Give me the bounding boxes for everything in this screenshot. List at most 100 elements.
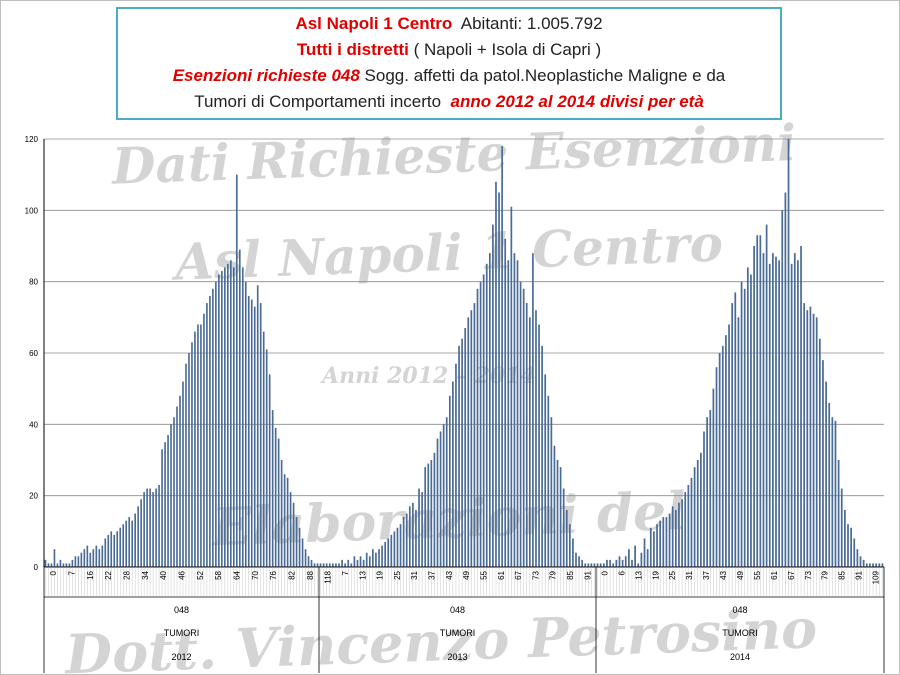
x-tick-label: 67 — [514, 570, 523, 579]
bar — [834, 420, 837, 567]
x-tick-label: 31 — [410, 570, 419, 579]
bar — [452, 381, 454, 567]
bar — [731, 303, 734, 567]
x-tick-label: 55 — [480, 570, 489, 579]
bar — [173, 417, 175, 567]
y-tick-label: 100 — [25, 206, 39, 215]
bar — [418, 488, 420, 567]
bar — [859, 556, 862, 567]
title-tumori: Tumori di Comportamenti incerto — [194, 92, 442, 111]
bar — [756, 235, 759, 568]
bar — [415, 509, 417, 567]
bar — [501, 146, 503, 567]
bar — [797, 260, 799, 567]
x-tick-label: 31 — [685, 570, 694, 579]
bar — [668, 513, 671, 567]
bar — [50, 563, 53, 567]
title-esenzioni: Esenzioni richieste 048 — [172, 66, 360, 85]
bar — [230, 260, 232, 567]
bar — [439, 431, 442, 567]
x-tick-label: 25 — [668, 570, 677, 579]
x-tick-label: 85 — [566, 570, 575, 579]
bar — [865, 563, 868, 567]
x-axis-tick-labels: 0 7 16 22 28 34 40 46 52 58 64 70 76 82 88 118 7 13 19 25 31… — [45, 567, 883, 596]
bar — [356, 559, 359, 567]
x-tick-label: 79 — [821, 570, 830, 579]
bar — [831, 417, 834, 567]
bar — [815, 317, 818, 567]
bar — [787, 139, 790, 567]
x-tick-label: 67 — [787, 570, 796, 579]
x-tick-label: 52 — [196, 570, 205, 579]
bar — [170, 424, 172, 567]
bar — [244, 281, 247, 567]
title-line-1: Asl Napoli 1 Centro Abitanti: 1.005.792 — [118, 11, 780, 37]
bar — [602, 563, 605, 567]
bar — [765, 224, 768, 567]
bar — [621, 559, 624, 567]
bar — [292, 502, 295, 567]
x-tick-label: 25 — [393, 570, 402, 579]
bar — [778, 260, 780, 567]
x-tick-label: 16 — [86, 570, 95, 579]
y-tick-label: 60 — [29, 349, 38, 358]
bar — [700, 452, 702, 567]
bar — [740, 281, 743, 567]
bar — [212, 288, 214, 567]
x-tick-label: 43 — [445, 570, 454, 579]
bar — [737, 317, 740, 567]
group-code-label: 048 — [174, 605, 189, 615]
bar — [476, 288, 479, 567]
x-tick-label: 19 — [376, 570, 385, 579]
bar — [568, 524, 571, 567]
bar — [728, 324, 730, 567]
bar — [149, 488, 151, 567]
bar — [107, 534, 110, 567]
title-line-4: Tumori di Comportamenti incerto anno 201… — [118, 89, 780, 115]
bar — [721, 345, 724, 567]
bar — [445, 417, 448, 567]
bar — [862, 559, 865, 567]
x-tick-label: 28 — [123, 570, 132, 579]
group-code-label: 048 — [450, 605, 465, 615]
bar — [280, 460, 283, 567]
bar — [241, 267, 244, 567]
bar — [328, 563, 331, 567]
bar — [572, 538, 574, 567]
bar — [176, 406, 178, 567]
bar — [684, 492, 687, 567]
bar — [283, 474, 286, 567]
bar — [599, 563, 602, 567]
bar — [640, 552, 643, 567]
bar — [436, 438, 439, 567]
bar — [128, 517, 131, 567]
watermark-text-3: Anni 2012 – 2014 — [320, 363, 536, 389]
bar — [706, 417, 708, 567]
x-tick-label: 0 — [601, 570, 610, 575]
bar — [158, 484, 160, 567]
bar — [743, 288, 746, 567]
bar — [387, 538, 390, 567]
bar — [488, 253, 491, 567]
bar — [402, 517, 405, 567]
bar — [203, 313, 205, 567]
bar — [253, 306, 256, 567]
bar — [83, 549, 86, 567]
bar — [541, 345, 543, 567]
bar — [818, 338, 821, 567]
bar — [850, 527, 852, 567]
bar — [653, 531, 655, 567]
x-tick-label: 91 — [855, 570, 864, 579]
bar — [344, 563, 346, 567]
bar — [218, 274, 220, 567]
bar — [856, 549, 859, 567]
bar — [681, 499, 683, 567]
bar — [609, 559, 611, 567]
bar — [790, 263, 793, 567]
x-tick-label: 61 — [497, 570, 506, 579]
bar — [734, 292, 737, 567]
bar — [628, 549, 630, 567]
bar — [399, 524, 402, 567]
x-tick-label: 37 — [428, 570, 437, 579]
